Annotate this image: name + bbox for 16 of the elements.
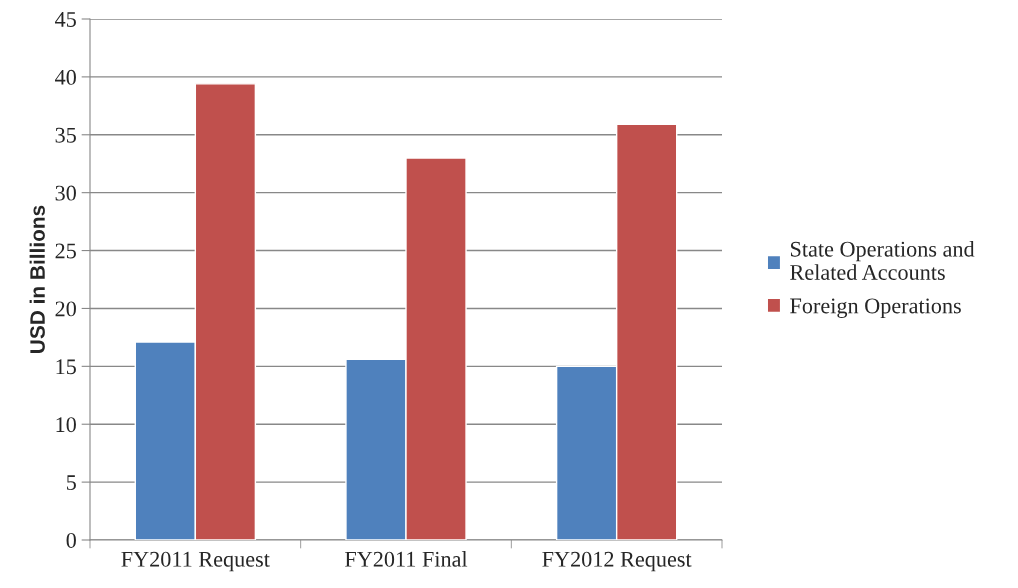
y-tick-label: 0 xyxy=(66,532,76,548)
x-tick-label: FY2011 Final xyxy=(345,551,468,567)
y-tick-label: 5 xyxy=(66,475,76,491)
y-tick-label: 35 xyxy=(55,127,76,143)
y-tick-label: 15 xyxy=(56,359,76,375)
x-tick-label: FY2012 Request xyxy=(542,551,692,572)
x-tick-label: FY2011 Request xyxy=(121,551,270,572)
y-tick-label: 25 xyxy=(55,243,76,259)
y-axis-title: USD in Billions xyxy=(29,205,45,353)
legend-label: Foreign Operations xyxy=(790,298,961,318)
legend-label: State Operations and Related Accounts xyxy=(790,241,975,280)
y-tick-label: 45 xyxy=(55,12,76,27)
y-tick-label: 40 xyxy=(55,69,76,85)
y-tick-label: 20 xyxy=(55,301,76,317)
y-tick-label: 10 xyxy=(56,417,76,433)
y-tick-label: 30 xyxy=(55,185,76,201)
